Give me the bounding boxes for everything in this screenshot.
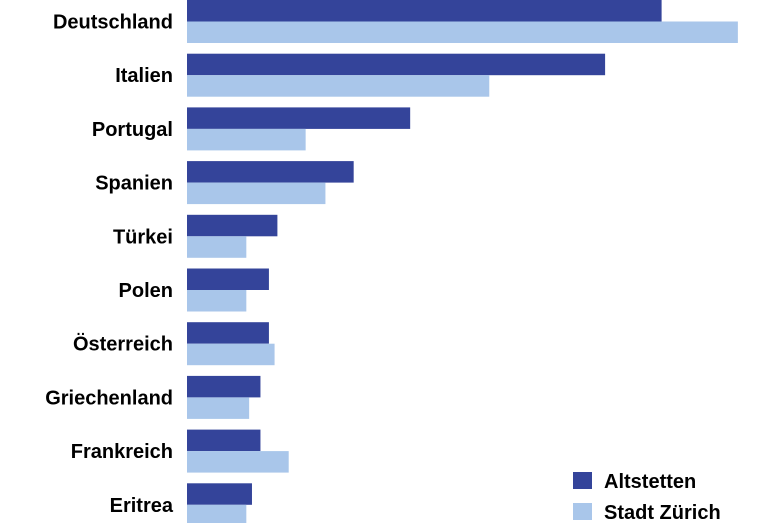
category-label-spanien: Spanien	[95, 173, 173, 195]
category-label-frankreich: Frankreich	[71, 441, 173, 463]
bar-altstetten-deutschland	[187, 0, 662, 22]
category-label-deutschland: Deutschland	[53, 12, 173, 34]
bar-stadt-zurich-deutschland	[187, 21, 738, 43]
bar-stadt-zurich-frankreich	[187, 451, 289, 473]
category-label-italien: Italien	[115, 65, 173, 87]
bar-altstetten-frankreich	[187, 429, 261, 452]
bar-altstetten-osterreich	[187, 322, 269, 344]
bar-altstetten-griechenland	[187, 375, 261, 398]
legend-label-stadt-zurich: Stadt Zürich	[604, 502, 721, 523]
bar-stadt-zurich-polen	[187, 290, 247, 312]
bar-stadt-zurich-spanien	[187, 182, 326, 205]
bars	[187, 0, 738, 523]
legend-label-altstetten: Altstetten	[604, 471, 696, 493]
bar-altstetten-turkei	[187, 214, 278, 237]
bar-stadt-zurich-griechenland	[187, 397, 250, 419]
bar-stadt-zurich-eritrea	[187, 504, 247, 523]
bar-stadt-zurich-portugal	[187, 128, 306, 151]
legend: Altstetten Stadt Zürich	[573, 471, 721, 523]
bar-altstetten-polen	[187, 268, 269, 290]
category-label-polen: Polen	[119, 280, 173, 302]
bar-stadt-zurich-turkei	[187, 236, 247, 258]
bar-altstetten-eritrea	[187, 483, 252, 505]
bar-stadt-zurich-osterreich	[187, 343, 275, 366]
category-label-portugal: Portugal	[92, 119, 173, 141]
category-label-osterreich: Österreich	[73, 333, 173, 356]
legend-swatch-stadt-zurich	[573, 503, 592, 520]
category-label-turkei: Türkei	[113, 226, 173, 248]
category-label-eritrea: Eritrea	[110, 495, 174, 517]
bar-stadt-zurich-italien	[187, 75, 490, 97]
category-labels: Deutschland Italien Portugal Spanien Türkei P…	[45, 12, 174, 517]
legend-swatch-altstetten	[573, 472, 592, 489]
bar-altstetten-italien	[187, 53, 606, 76]
bar-altstetten-spanien	[187, 161, 354, 183]
category-label-griechenland: Griechenland	[45, 387, 173, 409]
bar-altstetten-portugal	[187, 107, 411, 129]
